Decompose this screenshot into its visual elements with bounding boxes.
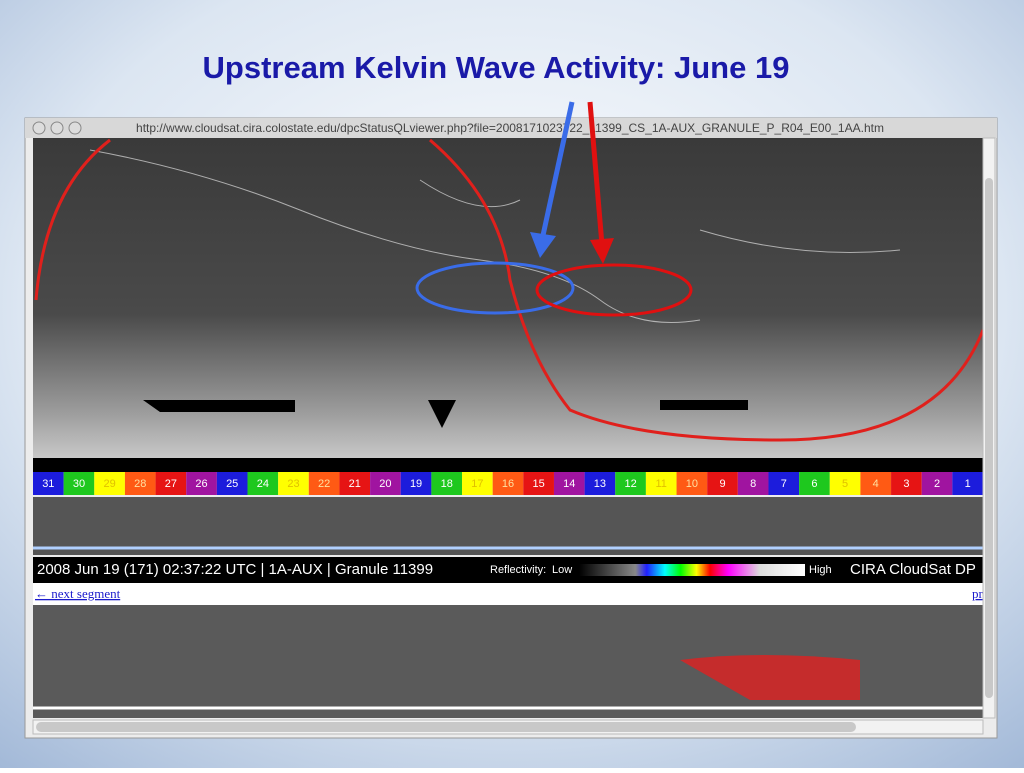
- segment-number: 14: [563, 478, 575, 490]
- coastlines: [89, 149, 901, 323]
- blue-ellipse: [415, 261, 575, 315]
- segment-number: 18: [441, 478, 453, 490]
- segment-cell: [707, 472, 738, 495]
- info-bar: [33, 557, 983, 583]
- cloud-echo: [680, 655, 860, 700]
- segment-number: 1: [965, 478, 971, 490]
- low-label: Low: [552, 564, 572, 576]
- red-ellipse: [535, 263, 693, 317]
- red-arrow: [587, 101, 605, 246]
- segment-number: 23: [287, 478, 299, 490]
- segment-number: 16: [502, 478, 514, 490]
- segment-cell: [523, 472, 554, 495]
- segment-number: 8: [750, 478, 756, 490]
- segment-number: 10: [686, 478, 698, 490]
- close-button[interactable]: [32, 121, 46, 135]
- segment-cell: [33, 472, 64, 495]
- segment-number: 2: [934, 478, 940, 490]
- reflectivity-label: Reflectivity:: [490, 564, 546, 576]
- segment-number: 29: [103, 478, 115, 490]
- segment-number: 7: [781, 478, 787, 490]
- blue-arrowhead: [530, 232, 556, 258]
- segment-number: 15: [533, 478, 545, 490]
- segment-number: 4: [873, 478, 879, 490]
- segment-cell: [737, 472, 769, 495]
- segment-cell: [676, 472, 708, 495]
- segment-cell: [339, 472, 371, 495]
- segment-number: 26: [195, 478, 207, 490]
- segment-strip: 31 30 29 28 27 26 25 24 23 22 21 20 19 18 17 16 15 14 13 12…: [33, 472, 983, 495]
- url: http://www.cloudsat.cira.colostate.edu/d…: [136, 121, 884, 135]
- segment-number: 9: [719, 478, 725, 490]
- segment-cell: [278, 472, 309, 495]
- segment-cell: [431, 472, 463, 495]
- credit: CIRA CloudSat DP: [850, 561, 976, 578]
- segment-cell: [921, 472, 953, 495]
- blue-arrow: [539, 101, 575, 241]
- segment-number: 21: [349, 478, 361, 490]
- high-label: High: [809, 564, 832, 576]
- segment-number: 25: [226, 478, 238, 490]
- orbit-track: [34, 138, 985, 442]
- segment-cell: [553, 472, 585, 495]
- segment-number: 24: [257, 478, 269, 490]
- prev-segment-link[interactable]: pr: [972, 586, 984, 601]
- segment-cell: [247, 472, 279, 495]
- segment-number: 3: [903, 478, 909, 490]
- segment-number: 31: [42, 478, 54, 490]
- next-segment-link[interactable]: ← next segment: [35, 586, 121, 601]
- reflectivity-scale: [579, 564, 805, 576]
- segment-cell: [63, 472, 95, 495]
- title-bar: [25, 118, 997, 138]
- segment-number: 6: [811, 478, 817, 490]
- segment-cell: [891, 472, 922, 495]
- segment-cell: [860, 472, 892, 495]
- segment-cell: [584, 472, 616, 495]
- segment-cell: [124, 472, 156, 495]
- segment-cell: [799, 472, 830, 495]
- segment-cell: [186, 472, 217, 495]
- segment-number: 20: [379, 478, 391, 490]
- segment-number: 5: [842, 478, 848, 490]
- segment-cell: [645, 472, 677, 495]
- red-arrowhead: [590, 238, 614, 264]
- segment-number: 11: [656, 478, 667, 490]
- link-area: [33, 583, 983, 605]
- segment-cell: [492, 472, 524, 495]
- minimize-button[interactable]: [50, 121, 64, 135]
- segment-cell: [829, 472, 861, 495]
- segment-number: 28: [134, 478, 146, 490]
- segment-cell: [400, 472, 432, 495]
- segment-number: 12: [624, 478, 636, 490]
- segment-number: 22: [318, 478, 330, 490]
- segment-number: 17: [471, 478, 483, 490]
- slide-title: Upstream Kelvin Wave Activity: June 19: [203, 50, 790, 85]
- segment-cell: [155, 472, 187, 495]
- segment-cell: [768, 472, 800, 495]
- strip-border: [33, 458, 983, 472]
- zoom-button[interactable]: [68, 121, 82, 135]
- segment-cell: [308, 472, 340, 495]
- segment-number: 27: [165, 478, 177, 490]
- segment-cell: [370, 472, 401, 495]
- segment-cell: [94, 472, 125, 495]
- segment-cell: [462, 472, 493, 495]
- data-gaps: [143, 400, 748, 428]
- segment-number: 19: [410, 478, 422, 490]
- segment-number: 30: [73, 478, 85, 490]
- h-scroll-thumb[interactable]: [36, 722, 856, 732]
- segment-cell: [952, 472, 983, 495]
- curtain-profile: [33, 497, 983, 555]
- segment-cell: [615, 472, 646, 495]
- scroll-thumb[interactable]: [985, 178, 993, 698]
- granule-info: 2008 Jun 19 (171) 02:37:22 UTC | 1A-AUX …: [37, 561, 433, 578]
- segment-cell: [216, 472, 248, 495]
- segment-number: 13: [594, 478, 606, 490]
